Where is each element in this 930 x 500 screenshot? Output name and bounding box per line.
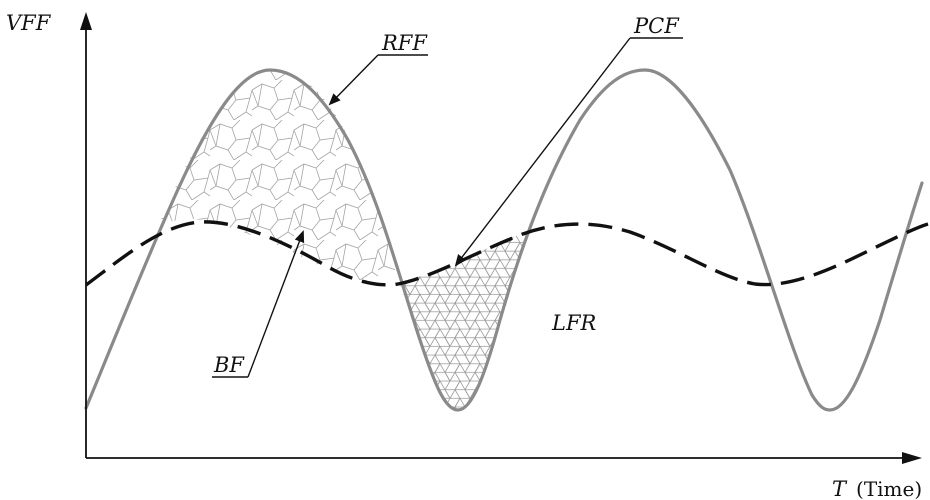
- x-axis-label: T (Time): [832, 477, 922, 500]
- x-axis-label-var: T: [832, 477, 848, 500]
- pcf-label: PCF: [633, 14, 680, 38]
- y-axis-arrow: [80, 12, 92, 30]
- bf-leader: [247, 230, 305, 378]
- bf-label: BF: [213, 353, 245, 377]
- lfr-label: LFR: [551, 311, 597, 335]
- pcf-leader: [454, 37, 631, 267]
- y-axis-label: VFF: [6, 11, 52, 35]
- solid-curve: [84, 68, 924, 412]
- rff-leader: [328, 54, 379, 106]
- x-axis-label-unit: (Time): [856, 477, 922, 500]
- dashed-curve: [84, 220, 929, 287]
- rff-label: RFF: [381, 31, 428, 55]
- rff-hatched-region: [160, 70, 398, 284]
- x-axis-arrow: [902, 452, 922, 464]
